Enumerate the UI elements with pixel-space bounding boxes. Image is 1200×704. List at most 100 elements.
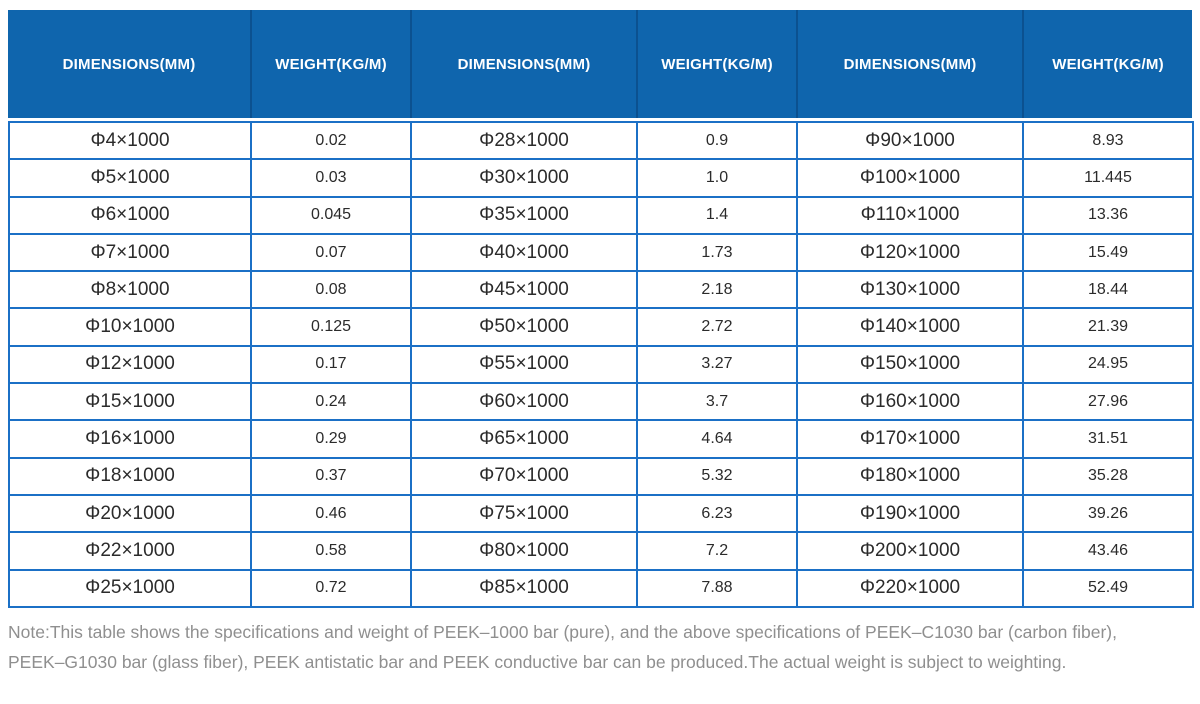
- table-row: Φ25×1000 0.72 Φ85×1000 7.88 Φ220×1000 52.49: [8, 568, 1194, 608]
- dimension-cell: Φ22×1000: [8, 531, 252, 571]
- dimension-cell: Φ45×1000: [410, 270, 638, 310]
- weight-cell: 0.29: [250, 419, 412, 459]
- dimension-cell: Φ35×1000: [410, 195, 638, 235]
- weight-cell: 7.88: [636, 568, 798, 608]
- dimension-cell: Φ4×1000: [8, 120, 252, 161]
- dimension-cell: Φ5×1000: [8, 158, 252, 198]
- dimension-cell: Φ15×1000: [8, 382, 252, 422]
- weight-cell: 4.64: [636, 419, 798, 459]
- dimension-cell: Φ90×1000: [796, 120, 1024, 161]
- dimension-cell: Φ8×1000: [8, 270, 252, 310]
- weight-cell: 1.4: [636, 195, 798, 235]
- weight-cell: 0.08: [250, 270, 412, 310]
- dimension-cell: Φ40×1000: [410, 232, 638, 273]
- dimension-cell: Φ200×1000: [796, 531, 1024, 571]
- dimension-cell: Φ160×1000: [796, 382, 1024, 422]
- dimension-cell: Φ7×1000: [8, 232, 252, 273]
- dimension-cell: Φ170×1000: [796, 419, 1024, 459]
- weight-cell: 11.445: [1022, 158, 1194, 198]
- dimension-cell: Φ18×1000: [8, 456, 252, 496]
- dimension-cell: Φ75×1000: [410, 493, 638, 534]
- weight-cell: 0.02: [250, 120, 412, 161]
- weight-cell: 52.49: [1022, 568, 1194, 608]
- weight-cell: 3.27: [636, 344, 798, 385]
- column-header-dimensions-2: DIMENSIONS(MM): [410, 10, 636, 118]
- column-header-weight-3: WEIGHT(KG/M): [1022, 10, 1192, 118]
- dimension-cell: Φ30×1000: [410, 158, 638, 198]
- note-line-1: Note:This table shows the specifications…: [8, 621, 1117, 642]
- weight-cell: 24.95: [1022, 344, 1194, 385]
- weight-cell: 39.26: [1022, 493, 1194, 534]
- weight-cell: 0.9: [636, 120, 798, 161]
- table-row: Φ8×1000 0.08 Φ45×1000 2.18 Φ130×1000 18.44: [8, 270, 1194, 310]
- dimension-cell: Φ60×1000: [410, 382, 638, 422]
- dimension-cell: Φ110×1000: [796, 195, 1024, 235]
- dimension-cell: Φ190×1000: [796, 493, 1024, 534]
- weight-cell: 1.0: [636, 158, 798, 198]
- weight-cell: 0.125: [250, 307, 412, 347]
- dimension-cell: Φ10×1000: [8, 307, 252, 347]
- dimension-cell: Φ80×1000: [410, 531, 638, 571]
- weight-cell: 3.7: [636, 382, 798, 422]
- table-row: Φ18×1000 0.37 Φ70×1000 5.32 Φ180×1000 35.28: [8, 456, 1194, 496]
- weight-cell: 6.23: [636, 493, 798, 534]
- table-row: Φ5×1000 0.03 Φ30×1000 1.0 Φ100×1000 11.445: [8, 158, 1194, 198]
- table-row: Φ4×1000 0.02 Φ28×1000 0.9 Φ90×1000 8.93: [8, 120, 1194, 161]
- weight-cell: 0.72: [250, 568, 412, 608]
- table-body: Φ4×1000 0.02 Φ28×1000 0.9 Φ90×1000 8.93 Φ5×100…: [8, 120, 1194, 608]
- dimension-cell: Φ70×1000: [410, 456, 638, 496]
- dimension-cell: Φ6×1000: [8, 195, 252, 235]
- weight-cell: 13.36: [1022, 195, 1194, 235]
- dimension-cell: Φ65×1000: [410, 419, 638, 459]
- weight-cell: 18.44: [1022, 270, 1194, 310]
- weight-cell: 15.49: [1022, 232, 1194, 273]
- weight-cell: 21.39: [1022, 307, 1194, 347]
- dimension-cell: Φ85×1000: [410, 568, 638, 608]
- table-header-row: DIMENSIONS(MM) WEIGHT(KG/M) DIMENSIONS(M…: [8, 10, 1192, 118]
- weight-cell: 0.24: [250, 382, 412, 422]
- weight-cell: 1.73: [636, 232, 798, 273]
- weight-cell: 0.58: [250, 531, 412, 571]
- weight-cell: 7.2: [636, 531, 798, 571]
- column-header-weight-2: WEIGHT(KG/M): [636, 10, 796, 118]
- weight-cell: 2.72: [636, 307, 798, 347]
- weight-cell: 31.51: [1022, 419, 1194, 459]
- table-row: Φ15×1000 0.24 Φ60×1000 3.7 Φ160×1000 27.96: [8, 382, 1194, 422]
- weight-cell: 2.18: [636, 270, 798, 310]
- dimension-cell: Φ55×1000: [410, 344, 638, 385]
- weight-cell: 8.93: [1022, 120, 1194, 161]
- weight-cell: 27.96: [1022, 382, 1194, 422]
- table-row: Φ6×1000 0.045 Φ35×1000 1.4 Φ110×1000 13.36: [8, 195, 1194, 235]
- dimension-cell: Φ25×1000: [8, 568, 252, 608]
- table-note: Note:This table shows the specifications…: [8, 617, 1192, 677]
- weight-cell: 43.46: [1022, 531, 1194, 571]
- weight-cell: 0.46: [250, 493, 412, 534]
- weight-cell: 0.17: [250, 344, 412, 385]
- table-row: Φ20×1000 0.46 Φ75×1000 6.23 Φ190×1000 39.26: [8, 493, 1194, 534]
- table-row: Φ7×1000 0.07 Φ40×1000 1.73 Φ120×1000 15.49: [8, 232, 1194, 273]
- weight-cell: 0.37: [250, 456, 412, 496]
- column-header-dimensions-1: DIMENSIONS(MM): [62, 55, 196, 73]
- weight-cell: 0.045: [250, 195, 412, 235]
- table-row: Φ10×1000 0.125 Φ50×1000 2.72 Φ140×1000 21.39: [8, 307, 1194, 347]
- note-line-2: PEEK–G1030 bar (glass fiber), PEEK antis…: [8, 651, 1067, 672]
- dimension-cell: Φ12×1000: [8, 344, 252, 385]
- dimension-cell: Φ180×1000: [796, 456, 1024, 496]
- column-header-dimensions-3: DIMENSIONS(MM): [796, 10, 1022, 118]
- dimension-cell: Φ50×1000: [410, 307, 638, 347]
- dimension-cell: Φ220×1000: [796, 568, 1024, 608]
- dimension-cell: Φ130×1000: [796, 270, 1024, 310]
- weight-cell: 35.28: [1022, 456, 1194, 496]
- peek-bar-spec-table: DIMENSIONS(MM) WEIGHT(KG/M) DIMENSIONS(M…: [8, 10, 1194, 608]
- column-header-weight-1: WEIGHT(KG/M): [250, 10, 410, 118]
- dimension-cell: Φ16×1000: [8, 419, 252, 459]
- table-row: Φ12×1000 0.17 Φ55×1000 3.27 Φ150×1000 24.95: [8, 344, 1194, 385]
- weight-cell: 5.32: [636, 456, 798, 496]
- table-row: Φ16×1000 0.29 Φ65×1000 4.64 Φ170×1000 31.51: [8, 419, 1194, 459]
- dimension-cell: Φ28×1000: [410, 120, 638, 161]
- dimension-cell: Φ100×1000: [796, 158, 1024, 198]
- dimension-cell: Φ120×1000: [796, 232, 1024, 273]
- table-row: Φ22×1000 0.58 Φ80×1000 7.2 Φ200×1000 43.46: [8, 531, 1194, 571]
- weight-cell: 0.07: [250, 232, 412, 273]
